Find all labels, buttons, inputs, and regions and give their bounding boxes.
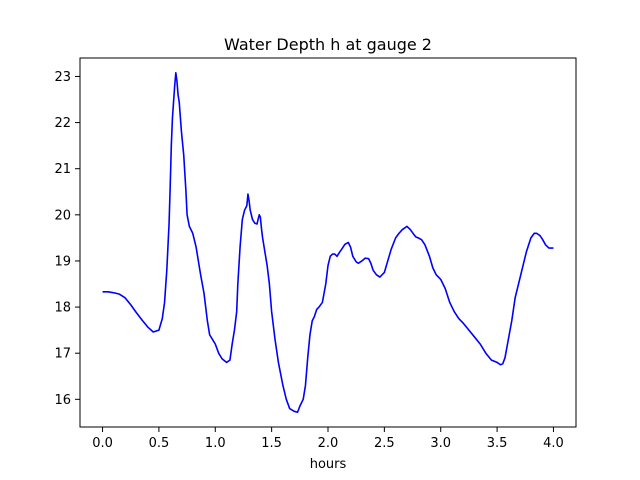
series-layer bbox=[102, 71, 554, 414]
y-tick-label: 18 bbox=[54, 301, 71, 316]
x-tick-label: 0.0 bbox=[92, 436, 113, 451]
x-axis-label: hours bbox=[310, 457, 347, 472]
chart-title: Water Depth h at gauge 2 bbox=[224, 35, 432, 54]
y-axis: 16 17 18 19 20 21 22 23 bbox=[54, 70, 80, 408]
series-line bbox=[102, 71, 554, 414]
y-tick-label: 19 bbox=[54, 254, 71, 269]
x-tick-label: 3.0 bbox=[430, 436, 451, 451]
x-tick-label: 3.5 bbox=[487, 436, 508, 451]
y-tick-label: 22 bbox=[54, 116, 71, 131]
x-axis: 0.0 0.5 1.0 1.5 2.0 2.5 3.0 3.5 4.0 bbox=[92, 427, 564, 451]
y-tick-label: 17 bbox=[54, 347, 71, 362]
x-tick-label: 1.5 bbox=[261, 436, 282, 451]
y-tick-label: 16 bbox=[54, 393, 71, 408]
y-tick-label: 21 bbox=[54, 162, 71, 177]
y-tick-label: 23 bbox=[54, 70, 71, 85]
y-tick-label: 20 bbox=[54, 208, 71, 223]
plot-frame bbox=[79, 57, 577, 428]
x-tick-label: 4.0 bbox=[543, 436, 564, 451]
x-tick-label: 0.5 bbox=[149, 436, 170, 451]
x-tick-label: 2.0 bbox=[318, 436, 339, 451]
x-tick-label: 2.5 bbox=[374, 436, 395, 451]
x-tick-label: 1.0 bbox=[205, 436, 226, 451]
